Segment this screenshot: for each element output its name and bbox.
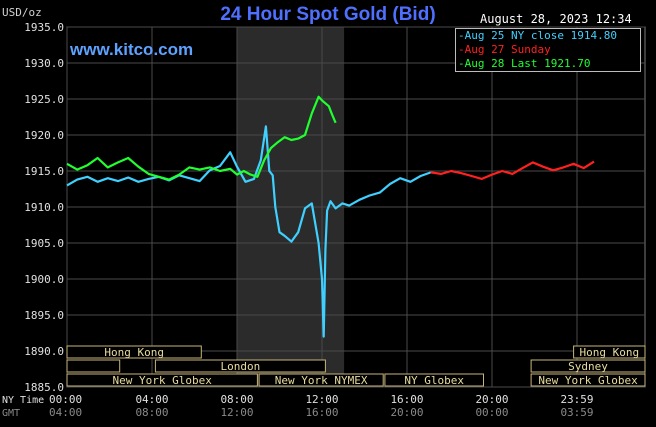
session-label: Sydney bbox=[568, 360, 608, 373]
x-tick-label-gmt: 03:59 bbox=[560, 406, 593, 419]
series-line bbox=[66, 125, 432, 338]
session-bar bbox=[66, 373, 258, 387]
series-line bbox=[430, 160, 595, 180]
x-tick-label-ny: 04:00 bbox=[135, 393, 168, 406]
session-bar bbox=[530, 359, 646, 373]
y-tick-label: 1915.0 bbox=[24, 165, 64, 178]
x-tick-label-gmt: 04:00 bbox=[49, 406, 82, 419]
x-tick-label-ny: 12:00 bbox=[305, 393, 338, 406]
x-tick-label-gmt: 00:00 bbox=[475, 406, 508, 419]
legend-item-ny-close: -Aug 25 NY close 1914.80 bbox=[458, 29, 617, 42]
y-tick-label: 1890.0 bbox=[24, 345, 64, 358]
timestamp: August 28, 2023 12:34 bbox=[480, 12, 632, 26]
y-tick-label: 1900.0 bbox=[24, 273, 64, 286]
session-bar bbox=[573, 345, 646, 359]
session-label: Hong Kong bbox=[104, 346, 164, 359]
gmt-label: GMT bbox=[2, 408, 20, 419]
y-tick-label: 1885.0 bbox=[24, 381, 64, 394]
y-tick-label: 1935.0 bbox=[24, 21, 64, 34]
session-label: New York NYMEX bbox=[275, 374, 368, 387]
x-tick-label-gmt: 16:00 bbox=[305, 406, 338, 419]
session-bar bbox=[530, 373, 646, 387]
session-label: New York Globex bbox=[113, 374, 213, 387]
session-bar bbox=[258, 373, 384, 387]
x-tick-label-gmt: 08:00 bbox=[135, 406, 168, 419]
session-bar bbox=[384, 373, 484, 387]
x-tick-label-ny: 08:00 bbox=[220, 393, 253, 406]
x-tick-label-ny: 23:59 bbox=[560, 393, 593, 406]
session-label: New York Globex bbox=[538, 374, 638, 387]
session-label: NY Globex bbox=[404, 374, 464, 387]
x-tick-label-ny: 16:00 bbox=[390, 393, 423, 406]
session-bar bbox=[66, 345, 202, 359]
x-tick-label-gmt: 12:00 bbox=[220, 406, 253, 419]
y-tick-label: 1905.0 bbox=[24, 237, 64, 250]
series-line bbox=[66, 95, 337, 181]
y-tick-label: 1930.0 bbox=[24, 57, 64, 70]
x-tick-label-ny: 20:00 bbox=[475, 393, 508, 406]
session-bar bbox=[154, 359, 326, 373]
ny-time-label: NY Time bbox=[2, 395, 44, 406]
x-tick-label-ny: 00:00 bbox=[49, 393, 82, 406]
y-tick-label: 1925.0 bbox=[24, 93, 64, 106]
y-tick-label: 1910.0 bbox=[24, 201, 64, 214]
x-tick-label-gmt: 20:00 bbox=[390, 406, 423, 419]
y-tick-label: 1920.0 bbox=[24, 129, 64, 142]
session-bar bbox=[66, 359, 121, 373]
y-tick-label: 1895.0 bbox=[24, 309, 64, 322]
chart-title: 24 Hour Spot Gold (Bid) bbox=[220, 4, 436, 25]
brand-link[interactable]: www.kitco.com bbox=[70, 40, 194, 59]
legend: -Aug 25 NY close 1914.80 -Aug 27 Sunday … bbox=[455, 28, 641, 72]
unit-label: USD/oz bbox=[2, 6, 42, 19]
legend-item-last: -Aug 28 Last 1921.70 bbox=[458, 57, 591, 70]
legend-item-sunday: -Aug 27 Sunday bbox=[458, 43, 551, 56]
session-label: Hong Kong bbox=[579, 346, 639, 359]
session-label: London bbox=[221, 360, 261, 373]
